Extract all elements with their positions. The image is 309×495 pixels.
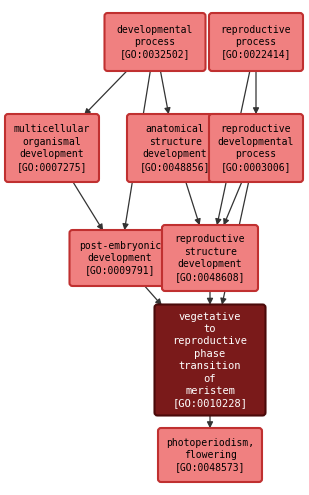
- FancyBboxPatch shape: [70, 230, 171, 286]
- FancyBboxPatch shape: [5, 114, 99, 182]
- FancyBboxPatch shape: [162, 225, 258, 291]
- Text: reproductive
process
[GO:0022414]: reproductive process [GO:0022414]: [221, 25, 291, 59]
- Text: post-embryonic
development
[GO:0009791]: post-embryonic development [GO:0009791]: [79, 241, 161, 275]
- Text: photoperiodism,
flowering
[GO:0048573]: photoperiodism, flowering [GO:0048573]: [166, 438, 254, 472]
- FancyBboxPatch shape: [127, 114, 223, 182]
- Text: developmental
process
[GO:0032502]: developmental process [GO:0032502]: [117, 25, 193, 59]
- Text: reproductive
developmental
process
[GO:0003006]: reproductive developmental process [GO:0…: [218, 124, 294, 172]
- FancyBboxPatch shape: [104, 13, 205, 71]
- Text: vegetative
to
reproductive
phase
transition
of
meristem
[GO:0010228]: vegetative to reproductive phase transit…: [172, 311, 248, 408]
- Text: anatomical
structure
development
[GO:0048856]: anatomical structure development [GO:004…: [140, 124, 210, 172]
- Text: multicellular
organismal
development
[GO:0007275]: multicellular organismal development [GO…: [14, 124, 90, 172]
- FancyBboxPatch shape: [209, 114, 303, 182]
- Text: reproductive
structure
development
[GO:0048608]: reproductive structure development [GO:0…: [175, 235, 245, 282]
- FancyBboxPatch shape: [158, 428, 262, 482]
- FancyBboxPatch shape: [209, 13, 303, 71]
- FancyBboxPatch shape: [154, 304, 265, 415]
